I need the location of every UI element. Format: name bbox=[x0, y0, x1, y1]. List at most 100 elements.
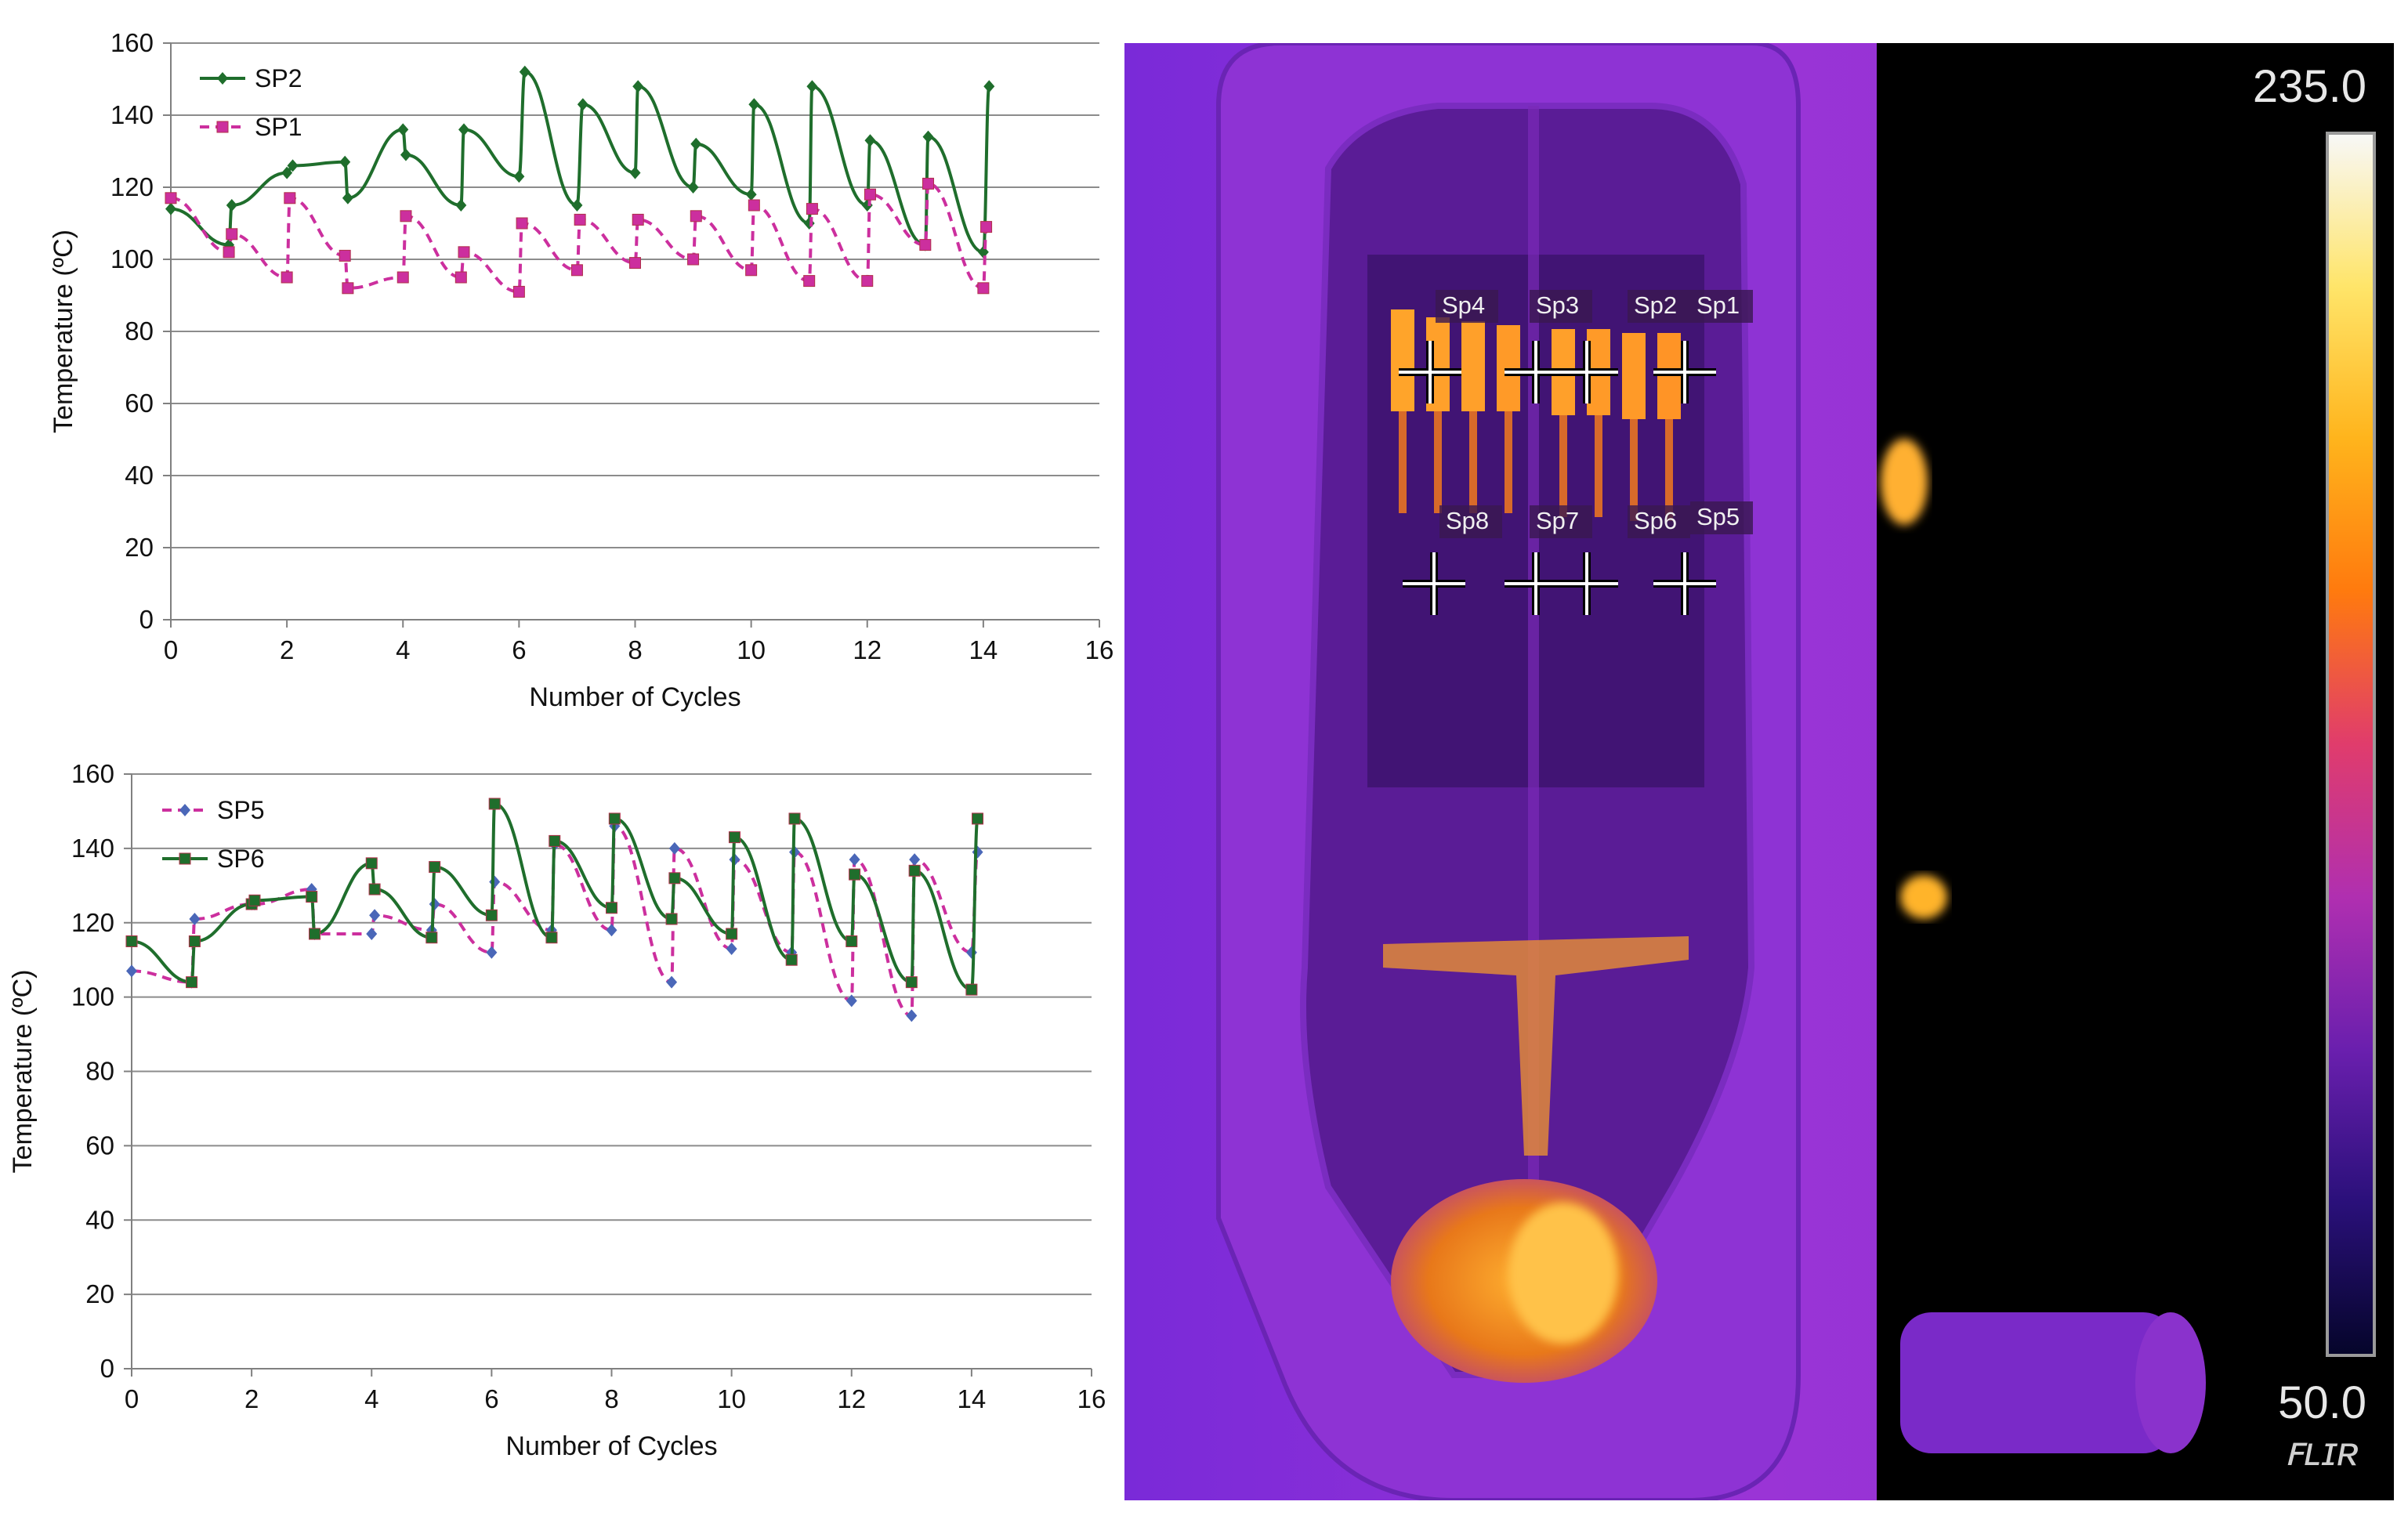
spot-markers: Sp4 Sp3 Sp2 Sp1 Sp8 Sp7 Sp6 Sp5 bbox=[1399, 290, 1753, 615]
x-tick-label: 14 bbox=[958, 1384, 987, 1413]
hot-spot-right-top bbox=[1881, 439, 1928, 525]
data-point-sp6 bbox=[665, 913, 678, 925]
data-point-sp2 bbox=[226, 199, 237, 212]
data-point-sp6 bbox=[908, 864, 921, 877]
data-point-sp5 bbox=[666, 975, 678, 989]
y-tick-label: 120 bbox=[71, 908, 114, 937]
data-point-sp1 bbox=[165, 192, 177, 204]
data-point-sp6 bbox=[788, 812, 801, 825]
data-point-sp2 bbox=[748, 98, 760, 111]
spot-marker-sp2: Sp2 bbox=[1555, 290, 1690, 403]
x-tick-label: 14 bbox=[969, 635, 998, 664]
x-tick-label: 6 bbox=[512, 635, 526, 664]
thermal-dark-region bbox=[1877, 43, 2394, 1500]
data-point-sp1 bbox=[400, 210, 412, 223]
data-point-sp6 bbox=[125, 935, 138, 947]
data-point-sp6 bbox=[849, 868, 861, 881]
pipe-right bbox=[1900, 1312, 2174, 1453]
y-axis-label: Temperature (ºC) bbox=[49, 230, 78, 433]
data-point-sp1 bbox=[745, 264, 758, 277]
spot-marker-sp5: Sp5 bbox=[1653, 501, 1753, 615]
y-tick-label: 80 bbox=[125, 317, 154, 346]
data-point-sp6 bbox=[606, 902, 617, 914]
data-point-sp5 bbox=[606, 924, 617, 937]
data-point-sp6 bbox=[488, 798, 501, 810]
data-point-sp2 bbox=[806, 80, 818, 93]
data-point-sp6 bbox=[668, 872, 681, 885]
data-point-sp2 bbox=[864, 134, 876, 147]
data-point-sp2 bbox=[687, 181, 699, 194]
data-point-sp5 bbox=[366, 927, 378, 940]
legend-label-sp1: SP1 bbox=[255, 113, 302, 141]
scale-min-label: 50.0 bbox=[2278, 1377, 2366, 1428]
spot-marker-sp6: Sp6 bbox=[1555, 505, 1690, 615]
data-point-sp1 bbox=[922, 177, 935, 190]
data-point-sp2 bbox=[281, 166, 293, 179]
data-point-sp6 bbox=[248, 894, 261, 906]
chart-sp1-sp2: 0 20 40 60 80 100 120 140 160 0 2 4 6 8 10 12 14 16 Number… bbox=[49, 28, 1113, 712]
hot-spot-right-mid bbox=[1900, 875, 1947, 919]
data-point-sp5 bbox=[489, 875, 501, 888]
spot-label-sp8: Sp8 bbox=[1446, 507, 1489, 534]
data-point-sp6 bbox=[485, 909, 498, 921]
data-point-sp1 bbox=[226, 228, 238, 241]
data-point-sp2 bbox=[745, 188, 757, 201]
data-point-sp6 bbox=[365, 857, 378, 870]
data-point-sp6 bbox=[846, 935, 858, 947]
legend-label-sp2: SP2 bbox=[255, 64, 302, 92]
data-point-sp1 bbox=[223, 246, 235, 259]
x-tick-label: 12 bbox=[853, 635, 882, 664]
data-point-sp6 bbox=[785, 953, 798, 966]
data-point-sp5 bbox=[726, 942, 737, 955]
data-point-sp6 bbox=[905, 976, 918, 989]
data-point-sp1 bbox=[629, 257, 641, 270]
data-point-sp2 bbox=[629, 166, 641, 179]
spot-label-sp5: Sp5 bbox=[1696, 503, 1740, 530]
data-point-sp2 bbox=[922, 130, 934, 143]
hot-coil-core bbox=[1508, 1203, 1618, 1344]
legend-marker-sp5 bbox=[179, 804, 190, 816]
x-tick-label: 2 bbox=[244, 1384, 259, 1413]
data-point-sp6 bbox=[728, 831, 741, 844]
y-tick-label: 40 bbox=[85, 1205, 114, 1234]
x-tick-label: 4 bbox=[396, 635, 410, 664]
data-point-sp2 bbox=[571, 199, 583, 212]
data-point-sp1 bbox=[632, 213, 644, 226]
y-tick-label: 20 bbox=[125, 533, 154, 562]
x-axis-label: Number of Cycles bbox=[529, 682, 741, 712]
data-point-sp6 bbox=[972, 812, 984, 825]
series-line-sp1 bbox=[170, 182, 988, 294]
spot-label-sp1: Sp1 bbox=[1696, 291, 1740, 319]
y-tick-label: 20 bbox=[85, 1279, 114, 1308]
data-point-sp1 bbox=[570, 264, 583, 277]
data-point-sp1 bbox=[919, 239, 932, 251]
data-point-sp6 bbox=[188, 935, 201, 947]
data-point-sp1 bbox=[454, 271, 467, 284]
data-point-sp6 bbox=[965, 983, 978, 996]
data-point-sp1 bbox=[339, 249, 351, 262]
data-point-sp5 bbox=[909, 853, 921, 867]
x-tick-label: 4 bbox=[364, 1384, 378, 1413]
data-point-sp2 bbox=[400, 148, 411, 161]
data-point-sp1 bbox=[803, 275, 816, 288]
data-point-sp2 bbox=[577, 98, 588, 111]
data-point-sp6 bbox=[429, 861, 441, 874]
data-point-sp1 bbox=[690, 210, 702, 223]
data-point-sp2 bbox=[513, 170, 525, 183]
x-axis-label: Number of Cycles bbox=[505, 1431, 717, 1461]
data-point-sp6 bbox=[608, 812, 621, 825]
legend-marker-sp1 bbox=[216, 121, 229, 133]
y-tick-label: 80 bbox=[85, 1057, 114, 1086]
y-tick-label: 100 bbox=[110, 244, 154, 273]
data-point-sp1 bbox=[980, 221, 993, 233]
data-point-sp2 bbox=[519, 65, 530, 78]
x-tick-label: 0 bbox=[125, 1384, 139, 1413]
y-tick-label: 40 bbox=[125, 461, 154, 490]
data-point-sp5 bbox=[369, 909, 381, 922]
data-point-sp6 bbox=[425, 932, 438, 944]
spot-marker-sp4: Sp4 bbox=[1399, 290, 1498, 403]
data-point-sp1 bbox=[977, 282, 990, 295]
data-point-sp5 bbox=[126, 964, 137, 978]
y-tick-label: 60 bbox=[125, 389, 154, 418]
data-point-sp2 bbox=[983, 80, 995, 93]
